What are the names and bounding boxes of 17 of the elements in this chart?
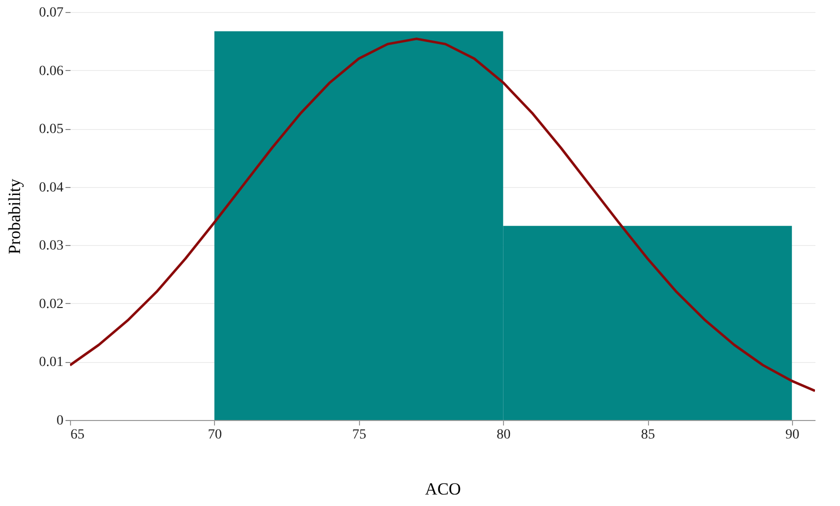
y-tick-label: 0.01 [39,355,64,370]
x-tick-label: 85 [641,428,656,442]
x-tick-label: 75 [352,428,366,442]
x-axis-title: ACO [425,480,461,498]
x-tick-label: 70 [208,428,222,442]
y-tick-label: 0.03 [39,238,64,254]
x-tick-label: 90 [785,428,800,442]
y-tick-label: 0.06 [39,64,64,79]
line-series [70,38,815,392]
x-tick-label: 80 [496,428,511,442]
y-tick-label: 0.05 [39,122,64,138]
x-tick-label: 65 [70,428,84,442]
y-tick-label: 0.07 [39,6,64,20]
y-tick-label: 0.04 [39,180,64,196]
y-tick-label: 0 [56,414,64,428]
y-axis-title: Probability [5,178,24,254]
y-tick-label: 0.02 [39,296,64,312]
